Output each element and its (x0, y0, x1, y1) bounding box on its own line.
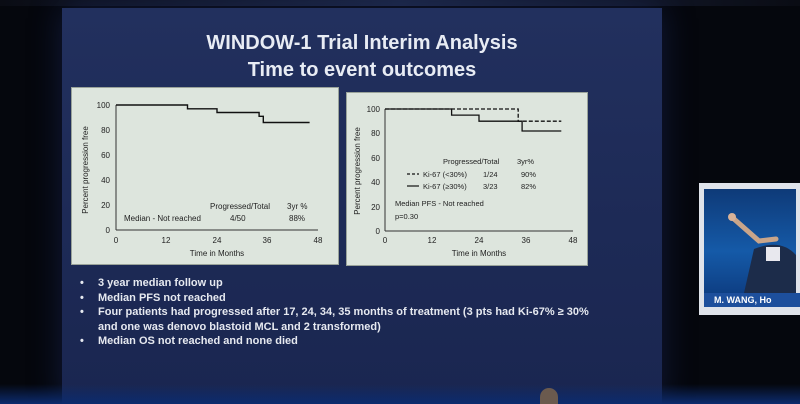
legend-label-ki67-low: Ki-67 (<30%) (423, 170, 467, 179)
p-value: p=0.30 (395, 212, 418, 221)
results-table: Progressed/Total 3yr % Median - Not reac… (124, 202, 307, 223)
x-tick-label: 0 (383, 236, 388, 245)
x-tick-label: 24 (213, 236, 222, 245)
bullet-item: Four patients had progressed after 17, 2… (78, 305, 598, 334)
y-tick-label: 0 (376, 227, 381, 236)
bullet-item: 3 year median follow up (78, 276, 598, 291)
table-header-progressed: Progressed/Total (210, 202, 270, 211)
slide-title: WINDOW-1 Trial Interim Analysis (206, 32, 518, 54)
y-tick-label: 80 (371, 129, 380, 138)
y-tick-label: 0 (106, 226, 111, 235)
table-header-progressed: Progressed/Total (443, 157, 500, 166)
ceiling-light-strip (0, 0, 800, 6)
median-text: Median PFS - Not reached (395, 199, 484, 208)
km-chart-overall: Percent progression free 100 80 60 40 20… (71, 87, 339, 265)
bullet-item: Median PFS not reached (78, 291, 598, 306)
x-axis-label: Time in Months (452, 249, 506, 258)
y-tick-label: 40 (371, 178, 380, 187)
y-tick-labels: 100 80 60 40 20 0 (367, 105, 381, 236)
bullet-item: Median OS not reached and none died (78, 334, 598, 349)
speaker-name-caption: M. WANG, Ho (704, 293, 800, 307)
speaker-video-feed (704, 189, 796, 293)
ki67-high-total: 3/23 (483, 182, 498, 191)
y-axis-label: Percent progression free (353, 127, 362, 215)
x-tick-label: 48 (314, 236, 323, 245)
km-chart-ki67-svg: Percent progression free 100 80 60 40 20… (353, 105, 578, 258)
x-tick-labels: 0 12 24 36 48 (383, 236, 578, 245)
y-tick-label: 20 (101, 201, 110, 210)
y-tick-labels: 100 80 60 40 20 0 (97, 101, 111, 235)
km-chart-overall-svg: Percent progression free 100 80 60 40 20… (81, 101, 323, 258)
median-text: Median - Not reached (124, 214, 201, 223)
x-tick-label: 36 (263, 236, 272, 245)
x-tick-label: 12 (428, 236, 437, 245)
y-tick-label: 80 (101, 126, 110, 135)
y-tick-label: 40 (101, 176, 110, 185)
legend-label-ki67-high: Ki-67 (≥30%) (423, 182, 467, 191)
km-curve-overall (116, 104, 310, 124)
slide-subtitle: Time to event outcomes (247, 59, 477, 81)
speaker-figure (728, 213, 796, 293)
audience-head (540, 388, 558, 404)
y-tick-label: 100 (97, 101, 111, 110)
y-tick-label: 100 (367, 105, 381, 114)
x-tick-label: 0 (114, 236, 119, 245)
speaker-video-panel: M. WANG, Ho (699, 183, 800, 315)
bullet-list: 3 year median follow up Median PFS not r… (78, 276, 598, 349)
ki67-low-total: 1/24 (483, 170, 498, 179)
progressed-total-value: 4/50 (230, 214, 246, 223)
ki67-high-percent: 82% (521, 182, 536, 191)
x-tick-label: 36 (522, 236, 531, 245)
ki67-low-percent: 90% (521, 170, 536, 179)
results-table: Progressed/Total 3yr% Ki-67 (<30%) 1/24 … (395, 157, 536, 221)
x-axis-label: Time in Months (190, 249, 244, 258)
x-tick-label: 24 (475, 236, 484, 245)
km-chart-ki67: Percent progression free 100 80 60 40 20… (346, 92, 588, 266)
three-year-percent-value: 88% (289, 214, 305, 223)
x-tick-label: 12 (162, 236, 171, 245)
y-tick-label: 60 (101, 151, 110, 160)
y-tick-label: 20 (371, 203, 380, 212)
y-tick-label: 60 (371, 154, 380, 163)
x-tick-label: 48 (569, 236, 578, 245)
table-header-3yr: 3yr % (287, 202, 307, 211)
x-tick-labels: 0 12 24 36 48 (114, 236, 323, 245)
km-curve-ki67-high (385, 108, 562, 132)
table-header-3yr: 3yr% (517, 157, 534, 166)
stage-floor-light (0, 384, 800, 404)
y-axis-label: Percent progression free (81, 126, 90, 214)
